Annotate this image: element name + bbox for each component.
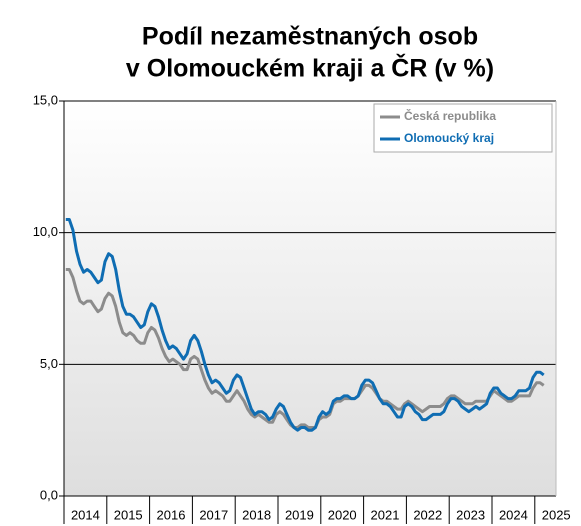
y-tick-label: 10,0 bbox=[33, 224, 58, 239]
x-tick-label: 2024 bbox=[499, 507, 528, 522]
series-line bbox=[65, 218, 545, 432]
x-tick-label: 2020 bbox=[328, 507, 357, 522]
x-tick-label: 2022 bbox=[413, 507, 442, 522]
series-line bbox=[65, 268, 545, 429]
x-tick-label: 2019 bbox=[285, 507, 314, 522]
chart-title: v Olomouckém kraji a ČR (v %) bbox=[126, 53, 494, 83]
plot-area bbox=[64, 101, 556, 496]
x-tick-label: 2021 bbox=[371, 507, 400, 522]
legend-label: Česká republika bbox=[404, 108, 496, 123]
x-tick-label: 2025 bbox=[542, 507, 571, 522]
y-tick-label: 0,0 bbox=[40, 487, 58, 502]
x-tick-label: 2016 bbox=[157, 507, 186, 522]
chart-title: Podíl nezaměstnaných osob bbox=[142, 23, 478, 51]
x-tick-label: 2017 bbox=[199, 507, 228, 522]
x-tick-label: 2015 bbox=[114, 507, 143, 522]
y-tick-label: 15,0 bbox=[33, 92, 58, 107]
x-tick-label: 2018 bbox=[242, 507, 271, 522]
legend-box bbox=[373, 103, 553, 153]
y-tick-label: 5,0 bbox=[40, 356, 58, 371]
legend-label: Olomoucký kraj bbox=[404, 131, 494, 145]
x-tick-label: 2014 bbox=[71, 507, 100, 522]
x-tick-label: 2023 bbox=[456, 507, 485, 522]
